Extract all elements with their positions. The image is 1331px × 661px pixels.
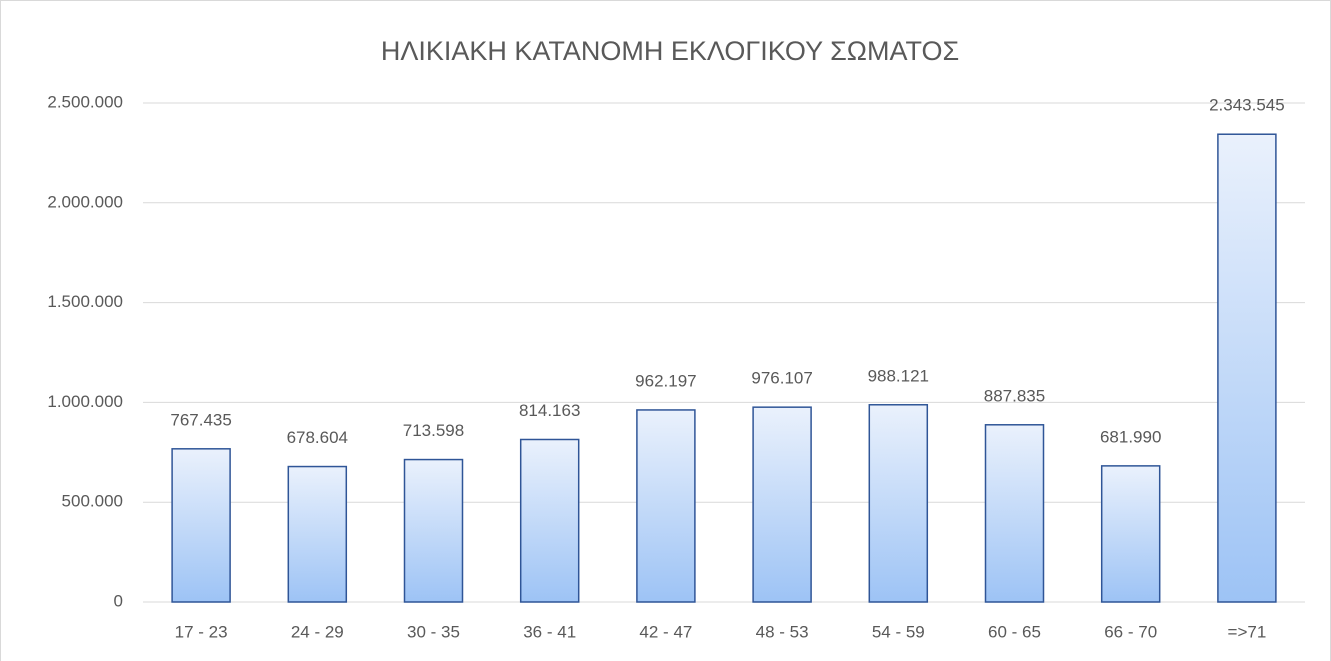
bar <box>984 424 1045 603</box>
value-label: 887.835 <box>984 386 1045 405</box>
bar <box>1217 133 1277 603</box>
x-tick-label: =>71 <box>1228 622 1267 641</box>
bar <box>403 458 464 603</box>
y-tick-label: 500.000 <box>62 492 123 511</box>
value-label: 988.121 <box>868 366 929 385</box>
chart-title: ΗΛΙΚΙΑΚΗ ΚΑΤΑΝΟΜΗ ΕΚΛΟΓΙΚΟΥ ΣΩΜΑΤΟΣ <box>381 36 959 66</box>
bar <box>287 465 348 603</box>
y-tick-label: 2.000.000 <box>47 192 123 211</box>
y-tick-label: 1.000.000 <box>47 392 123 411</box>
bar <box>171 448 231 603</box>
bar <box>519 438 580 603</box>
y-tick-label: 0 <box>114 591 123 610</box>
bar <box>1100 465 1161 603</box>
value-label: 678.604 <box>287 428 348 447</box>
bar <box>868 404 929 603</box>
value-label: 2.343.545 <box>1209 96 1285 115</box>
y-tick-label: 2.500.000 <box>47 92 123 111</box>
value-label: 713.598 <box>403 421 464 440</box>
x-tick-label: 17 - 23 <box>175 622 228 641</box>
x-tick-label: 60 - 65 <box>988 622 1041 641</box>
y-tick-label: 1.500.000 <box>47 292 123 311</box>
x-tick-label: 42 - 47 <box>639 622 692 641</box>
value-label: 814.163 <box>519 401 580 420</box>
bar <box>636 409 696 603</box>
x-tick-label: 24 - 29 <box>291 622 344 641</box>
bar <box>752 406 812 603</box>
value-label: 976.107 <box>751 369 812 388</box>
x-tick-label: 48 - 53 <box>756 622 809 641</box>
value-label: 681.990 <box>1100 427 1161 446</box>
x-tick-label: 66 - 70 <box>1104 622 1157 641</box>
x-tick-label: 30 - 35 <box>407 622 460 641</box>
x-tick-label: 54 - 59 <box>872 622 925 641</box>
value-label: 962.197 <box>635 371 696 390</box>
x-tick-label: 36 - 41 <box>523 622 576 641</box>
value-label: 767.435 <box>170 410 231 429</box>
